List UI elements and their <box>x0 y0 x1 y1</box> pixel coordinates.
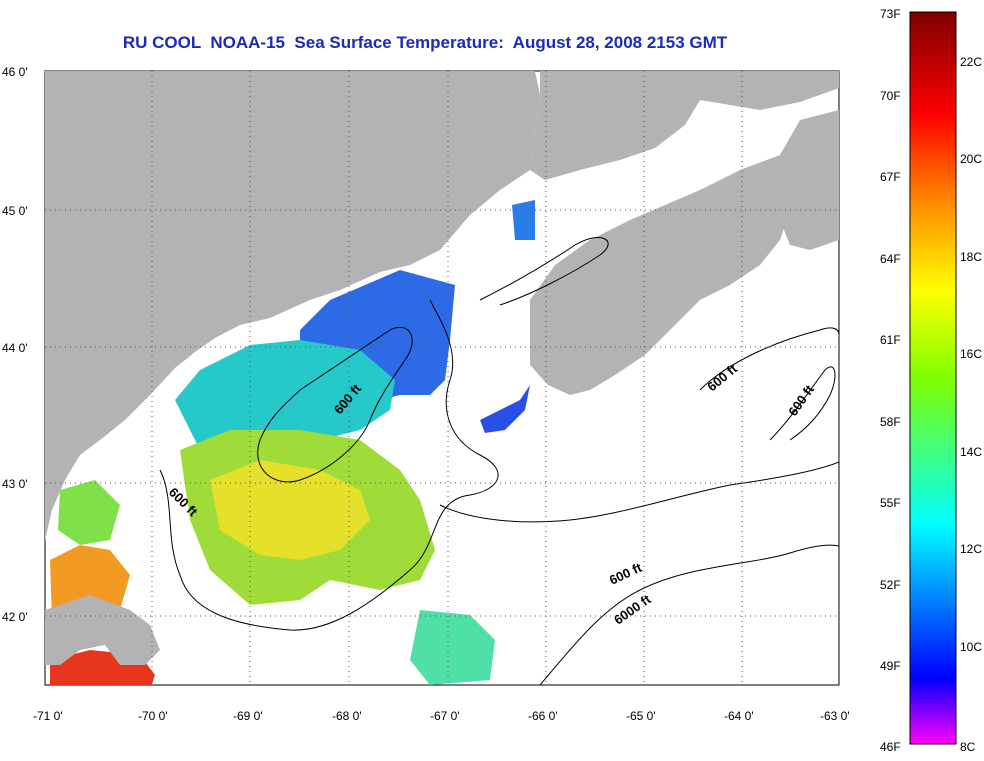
lat-label: 43 0' <box>2 477 28 491</box>
lat-label: 42 0' <box>2 610 28 624</box>
contour-600ft-fundy <box>479 237 609 306</box>
colorbar-celsius-labels: 22C 20C 18C 16C 14C 12C 10C 8C <box>960 55 982 754</box>
land-cape-cod <box>45 595 160 665</box>
colorbar-f-label: 67F <box>880 170 901 184</box>
lat-label: 45 0' <box>2 204 28 218</box>
land <box>45 71 839 665</box>
lon-label: -64 0' <box>724 709 754 723</box>
colorbar-f-label: 70F <box>880 89 901 103</box>
longitude-labels: -71 0' -70 0' -69 0' -68 0' -67 0' -66 0… <box>33 709 850 723</box>
colorbar-f-label: 49F <box>880 659 901 673</box>
colorbar-f-label: 61F <box>880 333 901 347</box>
colorbar-c-label: 14C <box>960 445 982 459</box>
sst-cyan-patch <box>175 340 395 450</box>
map-title: RU COOL NOAA-15 Sea Surface Temperature:… <box>122 33 728 52</box>
colorbar-f-label: 64F <box>880 252 901 266</box>
lon-label: -67 0' <box>430 709 460 723</box>
colorbar-f-label: 58F <box>880 415 901 429</box>
land-maine-new-england <box>45 71 540 540</box>
sst-yellow-patch <box>210 460 370 560</box>
lon-label: -69 0' <box>233 709 263 723</box>
colorbar-c-label: 12C <box>960 542 982 556</box>
lon-label: -66 0' <box>528 709 558 723</box>
lat-label: 46 0' <box>2 65 28 79</box>
colorbar-c-label: 8C <box>960 740 976 754</box>
colorbar-f-label: 55F <box>880 496 901 510</box>
colorbar <box>909 11 957 745</box>
land-new-brunswick <box>530 71 839 180</box>
depth-contours <box>159 237 839 685</box>
contour-6000ft-slope <box>539 544 839 685</box>
lat-label: 44 0' <box>2 341 28 355</box>
colorbar-c-label: 10C <box>960 640 982 654</box>
colorbar-f-label: 73F <box>880 7 901 21</box>
contour-600ft-basin <box>257 326 413 483</box>
colorbar-c-label: 16C <box>960 347 982 361</box>
lon-label: -65 0' <box>626 709 656 723</box>
latitude-labels: 46 0' 45 0' 44 0' 43 0' 42 0' <box>2 65 28 624</box>
contour-600ft-scotian-east2 <box>769 366 836 441</box>
colorbar-f-label: 46F <box>880 740 901 754</box>
lon-label: -68 0' <box>332 709 362 723</box>
colorbar-c-label: 20C <box>960 152 982 166</box>
colorbar-c-label: 22C <box>960 55 982 69</box>
colorbar-c-label: 18C <box>960 250 982 264</box>
lon-label: -70 0' <box>138 709 168 723</box>
lon-label: -71 0' <box>33 709 63 723</box>
sst-blue-patch-east <box>480 385 530 433</box>
sst-coastal-green <box>58 480 120 545</box>
sst-cyan-patch-south <box>410 610 495 685</box>
land-cape-breton <box>780 110 839 250</box>
colorbar-fahrenheit-labels: 73F 70F 67F 64F 61F 58F 55F 52F 49F 46F <box>880 7 901 754</box>
lon-label: -63 0' <box>820 709 850 723</box>
land-nova-scotia <box>530 150 805 395</box>
contour-600ft-scotian-east <box>699 327 839 391</box>
contour-600ft-georges <box>439 461 839 523</box>
sst-blue-patch-north <box>512 200 535 240</box>
contour-600ft-gulf <box>159 299 499 631</box>
colorbar-f-label: 52F <box>880 578 901 592</box>
